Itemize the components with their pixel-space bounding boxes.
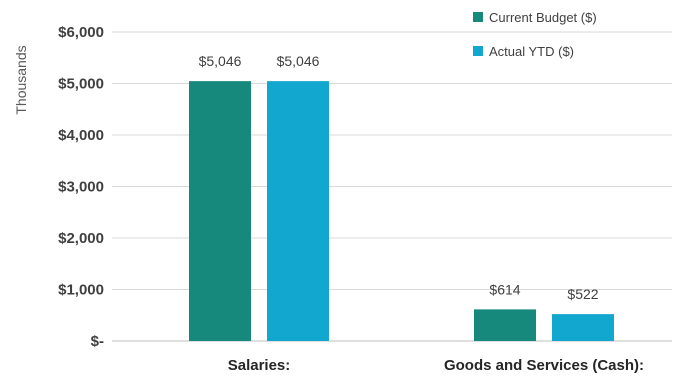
bar (267, 81, 329, 342)
y-tick-label: $- (91, 333, 104, 350)
y-tick-label: $4,000 (58, 127, 104, 144)
data-label: $614 (489, 281, 520, 297)
y-tick-label: $5,000 (58, 76, 104, 93)
legend-swatch (473, 12, 483, 22)
y-tick-label: $1,000 (58, 282, 104, 299)
y-axis-ticks: $- $1,000 $2,000 $3,000 $4,000 $5,000 $6,000 (58, 24, 104, 350)
bars: $5,046 $5,046 $614 $522 (189, 53, 614, 342)
legend-label: Current Budget ($) (489, 10, 597, 25)
bar (474, 309, 536, 341)
x-tick-label: Goods and Services (Cash): (444, 357, 644, 374)
x-tick-label: Salaries: (228, 357, 291, 374)
y-tick-label: $6,000 (58, 24, 104, 41)
data-label: $5,046 (277, 53, 320, 69)
data-label: $522 (567, 286, 598, 302)
legend-swatch (473, 46, 483, 56)
y-tick-label: $3,000 (58, 179, 104, 196)
x-axis-ticks: Salaries: Goods and Services (Cash): (228, 357, 644, 374)
legend: Current Budget ($) Actual YTD ($) (473, 10, 597, 59)
legend-label: Actual YTD ($) (489, 44, 574, 59)
bar (552, 314, 614, 341)
y-axis-label: Thousands (13, 45, 29, 114)
data-label: $5,046 (199, 53, 242, 69)
bar (189, 81, 251, 342)
y-tick-label: $2,000 (58, 230, 104, 247)
